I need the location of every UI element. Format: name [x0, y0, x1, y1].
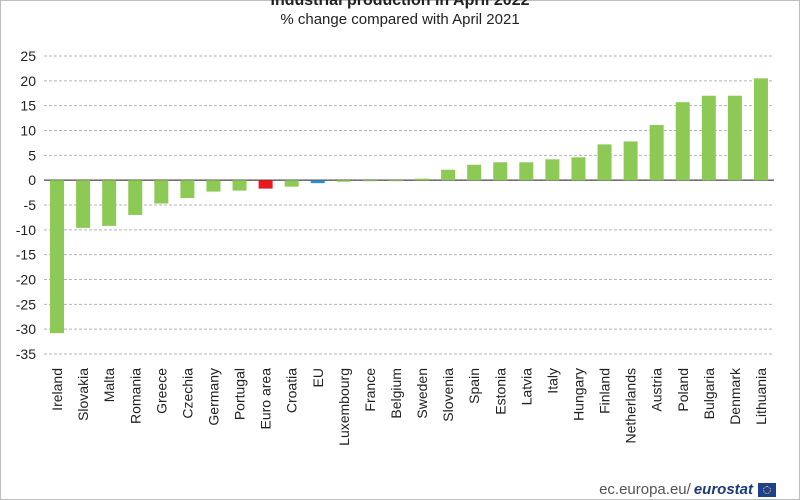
bar-malta	[102, 180, 117, 226]
bar-denmark	[727, 95, 742, 181]
bar-portugal	[232, 180, 247, 191]
y-tick-label: 10	[20, 123, 36, 139]
bar-belgium	[388, 180, 403, 182]
y-tick-label: 5	[28, 147, 36, 163]
x-tick-label: Denmark	[727, 367, 743, 425]
bar-sweden	[415, 178, 430, 181]
x-tick-label: Lithuania	[753, 368, 769, 425]
y-tick-label: -25	[16, 296, 36, 312]
footer-source[interactable]: ec.europa.eu/eurostat	[599, 481, 776, 498]
bar-latvia	[519, 162, 534, 181]
bar-finland	[597, 144, 612, 181]
y-tick-label: -30	[16, 321, 36, 337]
footer-brand[interactable]: eurostat	[693, 481, 753, 498]
bar-germany	[206, 180, 221, 192]
bar-austria	[649, 125, 664, 181]
x-tick-label: Estonia	[492, 368, 508, 415]
bar-bulgaria	[701, 95, 716, 181]
x-tick-label: Luxembourg	[336, 368, 352, 446]
y-tick-label: -5	[24, 197, 37, 213]
x-tick-label: Hungary	[570, 368, 586, 421]
x-tick-label: Sweden	[414, 368, 430, 419]
x-tick-label: Spain	[466, 368, 482, 404]
bar-ireland	[50, 180, 65, 334]
x-tick-label: Romania	[127, 368, 143, 424]
y-tick-label: 0	[28, 172, 36, 188]
bar-italy	[545, 159, 560, 181]
x-tick-label: Slovenia	[440, 368, 456, 422]
bar-france	[362, 180, 377, 182]
x-tick-label: Belgium	[388, 368, 404, 419]
eu-flag-icon	[758, 482, 776, 497]
x-tick-label: Portugal	[232, 368, 248, 420]
bar-spain	[467, 164, 482, 181]
x-tick-label: Croatia	[284, 368, 300, 413]
y-tick-label: -20	[16, 272, 36, 288]
x-tick-label: Euro area	[258, 368, 274, 430]
bar-slovakia	[76, 180, 91, 228]
y-tick-label: -35	[16, 346, 36, 362]
bar-czechia	[180, 180, 195, 199]
bar-poland	[675, 102, 690, 181]
bar-euro-area	[258, 180, 273, 189]
bar-greece	[154, 180, 169, 204]
x-tick-label: Slovakia	[75, 368, 91, 421]
x-tick-label: Malta	[101, 368, 117, 402]
bar-croatia	[284, 180, 299, 187]
x-tick-label: EU	[310, 368, 326, 387]
bar-eu	[310, 180, 325, 184]
x-tick-label: Poland	[675, 368, 691, 412]
chart-title: Industrial production in April 2022	[270, 0, 530, 9]
bar-estonia	[493, 162, 508, 181]
bar-luxembourg	[336, 180, 351, 182]
x-tick-label: Germany	[205, 368, 221, 426]
y-tick-label: 25	[20, 48, 36, 64]
x-tick-label: Austria	[649, 368, 665, 412]
y-tick-label: 15	[20, 98, 36, 114]
bar-slovenia	[441, 169, 456, 181]
bar-romania	[128, 180, 143, 215]
x-tick-label: Greece	[153, 368, 169, 414]
x-tick-label: Italy	[544, 368, 560, 394]
x-tick-label: Czechia	[179, 368, 195, 419]
y-tick-label: -10	[16, 222, 36, 238]
x-tick-label: Netherlands	[623, 368, 639, 444]
bar-lithuania	[753, 78, 768, 181]
y-tick-label: -15	[16, 247, 36, 263]
footer-site[interactable]: ec.europa.eu/	[599, 481, 691, 498]
bar-hungary	[571, 157, 586, 181]
x-tick-label: Latvia	[518, 368, 534, 406]
chart-subtitle: % change compared with April 2021	[280, 11, 520, 28]
x-tick-label: France	[362, 368, 378, 412]
bar-netherlands	[623, 141, 638, 181]
x-tick-label: Finland	[597, 368, 613, 414]
x-tick-label: Ireland	[49, 368, 65, 411]
x-tick-label: Bulgaria	[701, 368, 717, 420]
y-tick-label: 20	[20, 73, 36, 89]
